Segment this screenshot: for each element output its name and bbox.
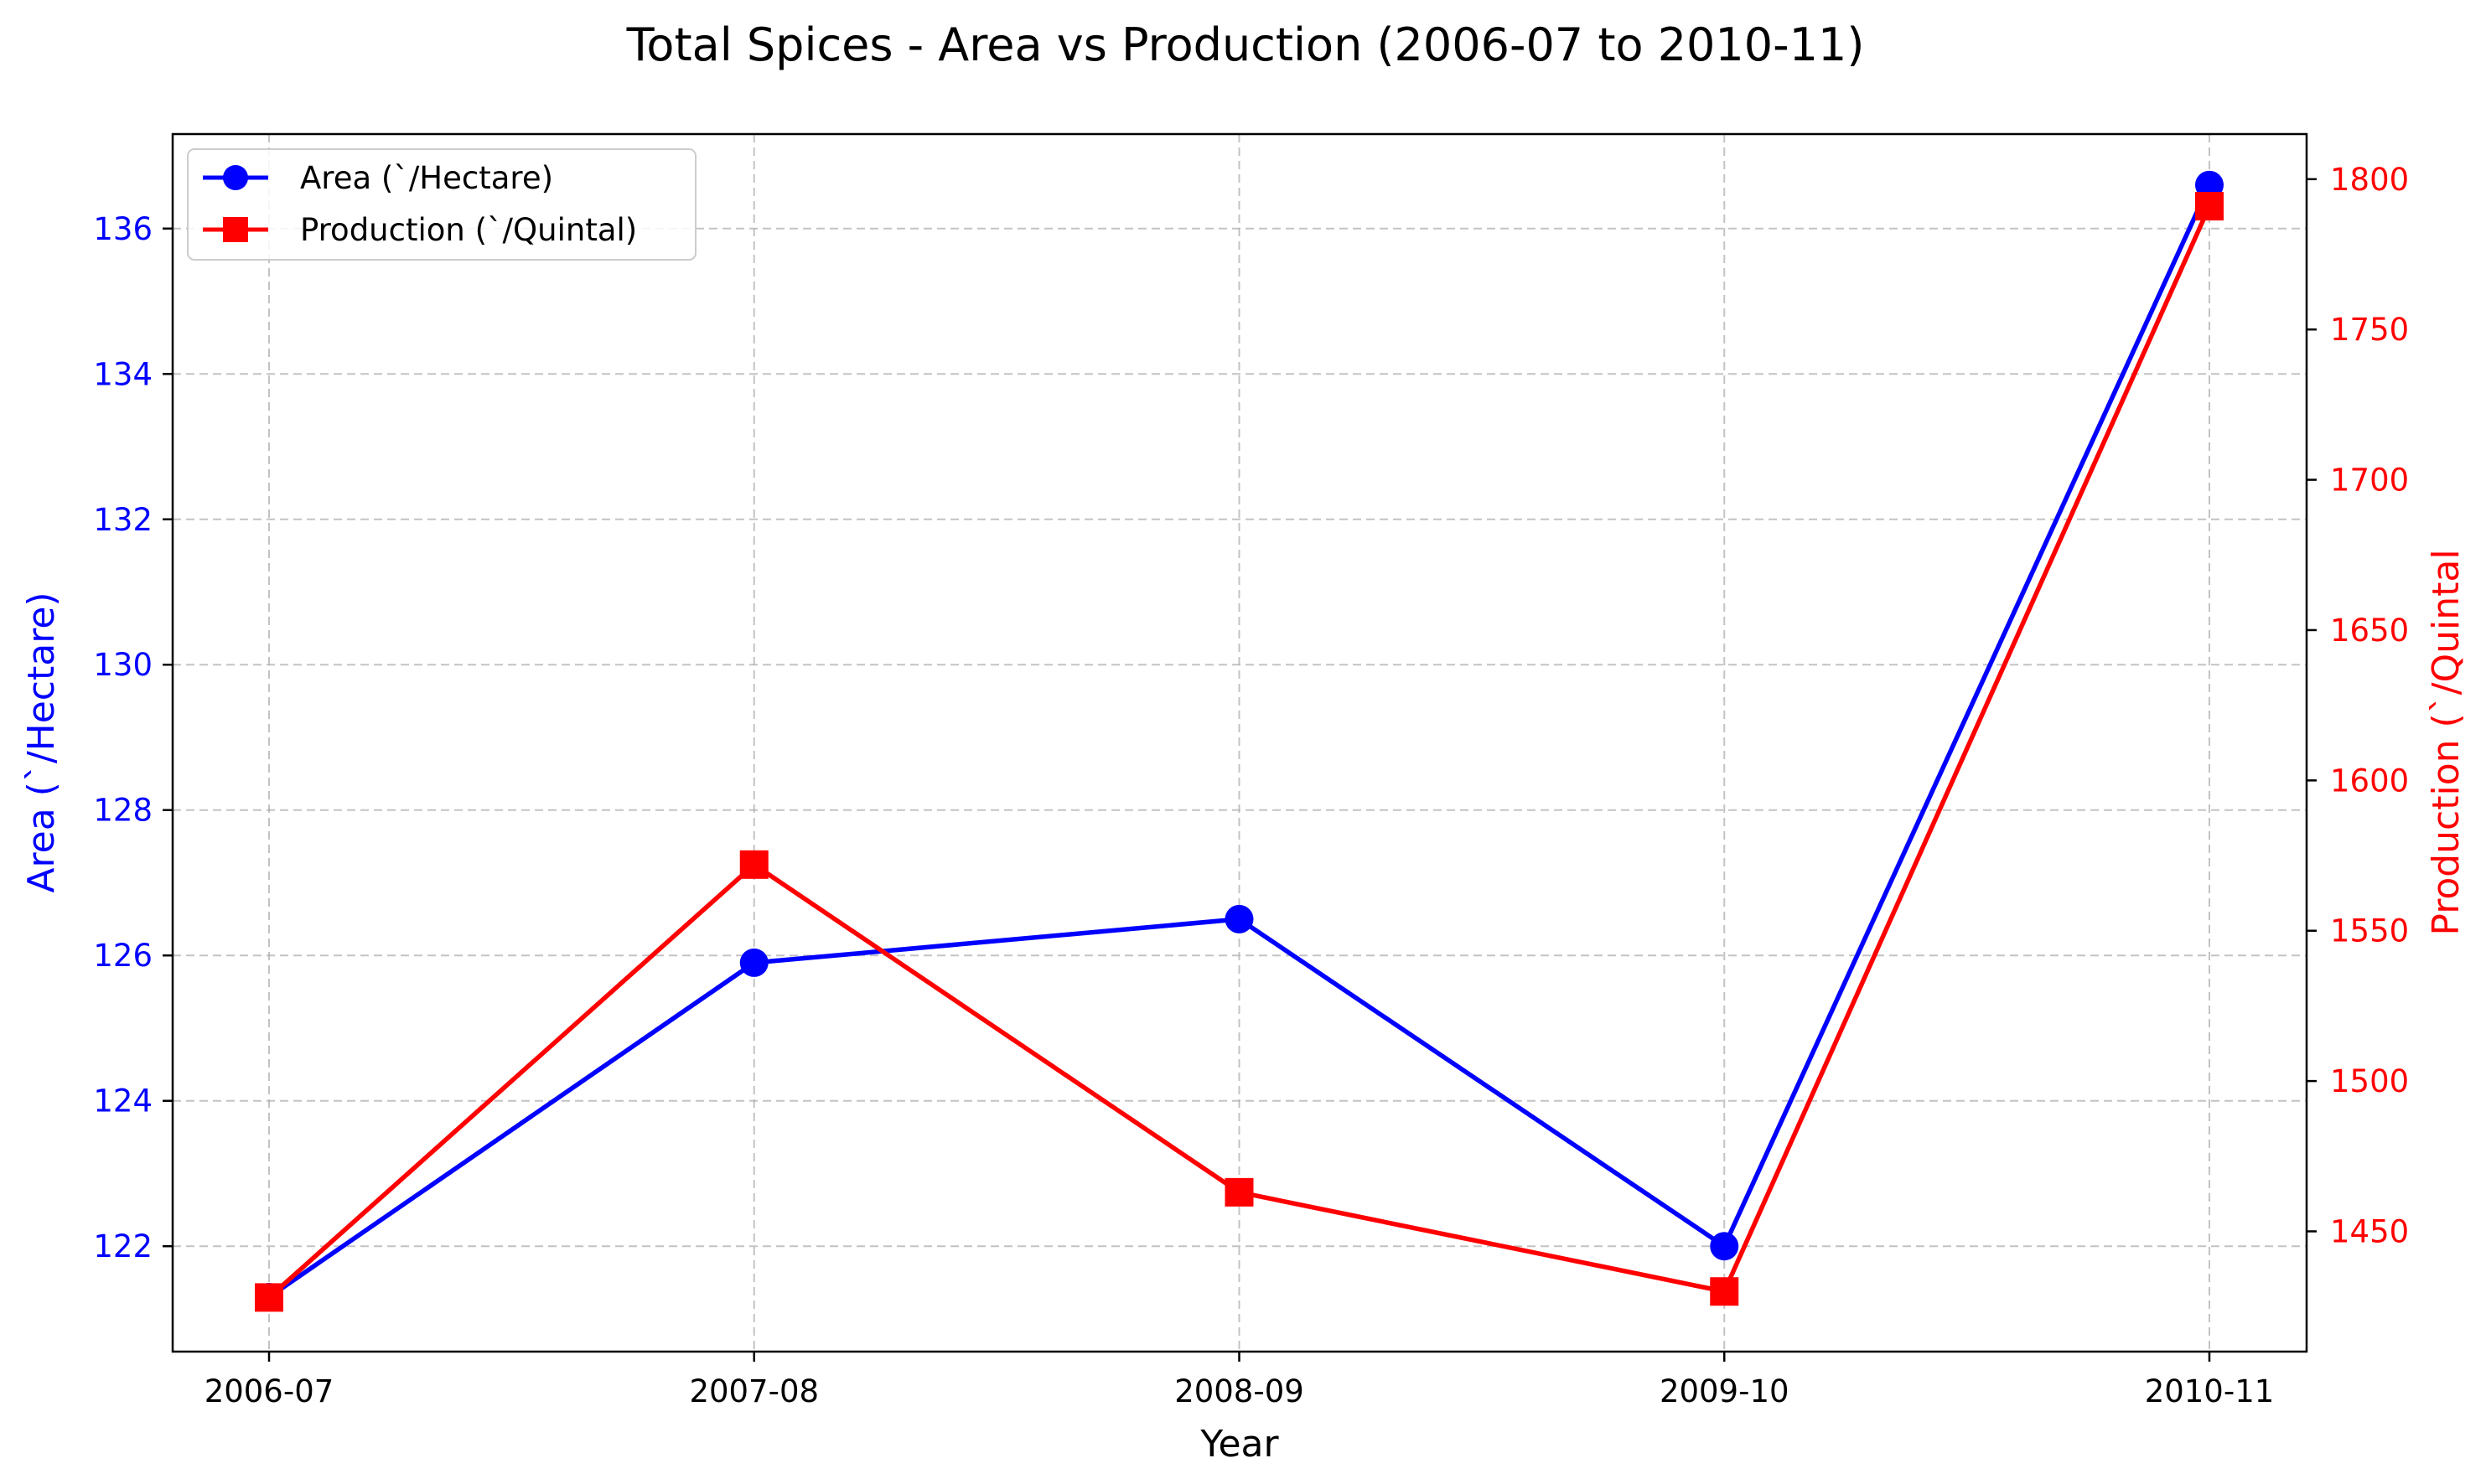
y-axis-left-label: Area (`/Hectare) <box>20 592 63 892</box>
data-point-production <box>2195 192 2224 221</box>
x-tick-label: 2010-11 <box>2145 1373 2275 1409</box>
y-right-tick-label: 1550 <box>2330 913 2409 949</box>
y-left-tick-label: 128 <box>93 793 153 829</box>
data-point-production <box>739 850 769 879</box>
legend-marker-area <box>223 165 248 190</box>
y-right-tick-label: 1500 <box>2330 1063 2409 1099</box>
y-axis-right-label: Production (`/Quintal <box>2425 549 2468 935</box>
y-left-tick-label: 126 <box>93 938 153 974</box>
legend-label-production: Production (`/Quintal) <box>300 212 637 248</box>
y-axis-right: 1450 1500 1550 1600 1650 1700 1750 1800 <box>2307 162 2409 1249</box>
y-right-tick-label: 1600 <box>2330 763 2409 799</box>
legend-entry-production: Production (`/Quintal) <box>203 212 637 248</box>
x-tick-label: 2008-09 <box>1174 1373 1304 1409</box>
x-tick-label: 2007-08 <box>689 1373 819 1409</box>
y-left-tick-label: 136 <box>93 211 153 247</box>
y-left-tick-label: 124 <box>93 1083 153 1119</box>
data-point-production <box>255 1283 283 1312</box>
data-point-area <box>1225 904 1254 933</box>
y-left-tick-label: 134 <box>93 356 153 392</box>
data-point-production <box>1710 1277 1739 1306</box>
legend: Area (`/Hectare) Production (`/Quintal) <box>187 148 697 261</box>
data-point-area <box>739 948 769 977</box>
chart-title: Total Spices - Area vs Production (2006-… <box>626 18 1865 71</box>
x-axis-label: Year <box>1199 1423 1279 1466</box>
y-right-tick-label: 1650 <box>2330 613 2409 649</box>
y-right-tick-label: 1750 <box>2330 312 2409 348</box>
y-left-tick-label: 130 <box>93 647 153 683</box>
data-point-production <box>1225 1177 1254 1207</box>
data-point-area <box>1710 1232 1739 1261</box>
legend-marker-production <box>223 217 248 242</box>
x-tick-label: 2006-07 <box>205 1373 334 1409</box>
y-right-tick-label: 1450 <box>2330 1213 2409 1249</box>
x-axis: 2006-07 2007-08 2008-09 2009-10 2010-11 <box>205 1352 2275 1409</box>
legend-label-area: Area (`/Hectare) <box>300 160 553 196</box>
y-left-tick-label: 122 <box>93 1228 153 1264</box>
legend-entry-area: Area (`/Hectare) <box>203 160 553 196</box>
series-layer <box>255 170 2224 1312</box>
y-axis-left: 122 124 126 128 130 132 134 136 <box>93 211 173 1264</box>
legend-frame <box>187 148 697 261</box>
y-left-tick-label: 132 <box>93 502 153 538</box>
y-right-tick-label: 1700 <box>2330 463 2409 499</box>
y-right-tick-label: 1800 <box>2330 162 2409 198</box>
x-tick-label: 2009-10 <box>1660 1373 1789 1409</box>
